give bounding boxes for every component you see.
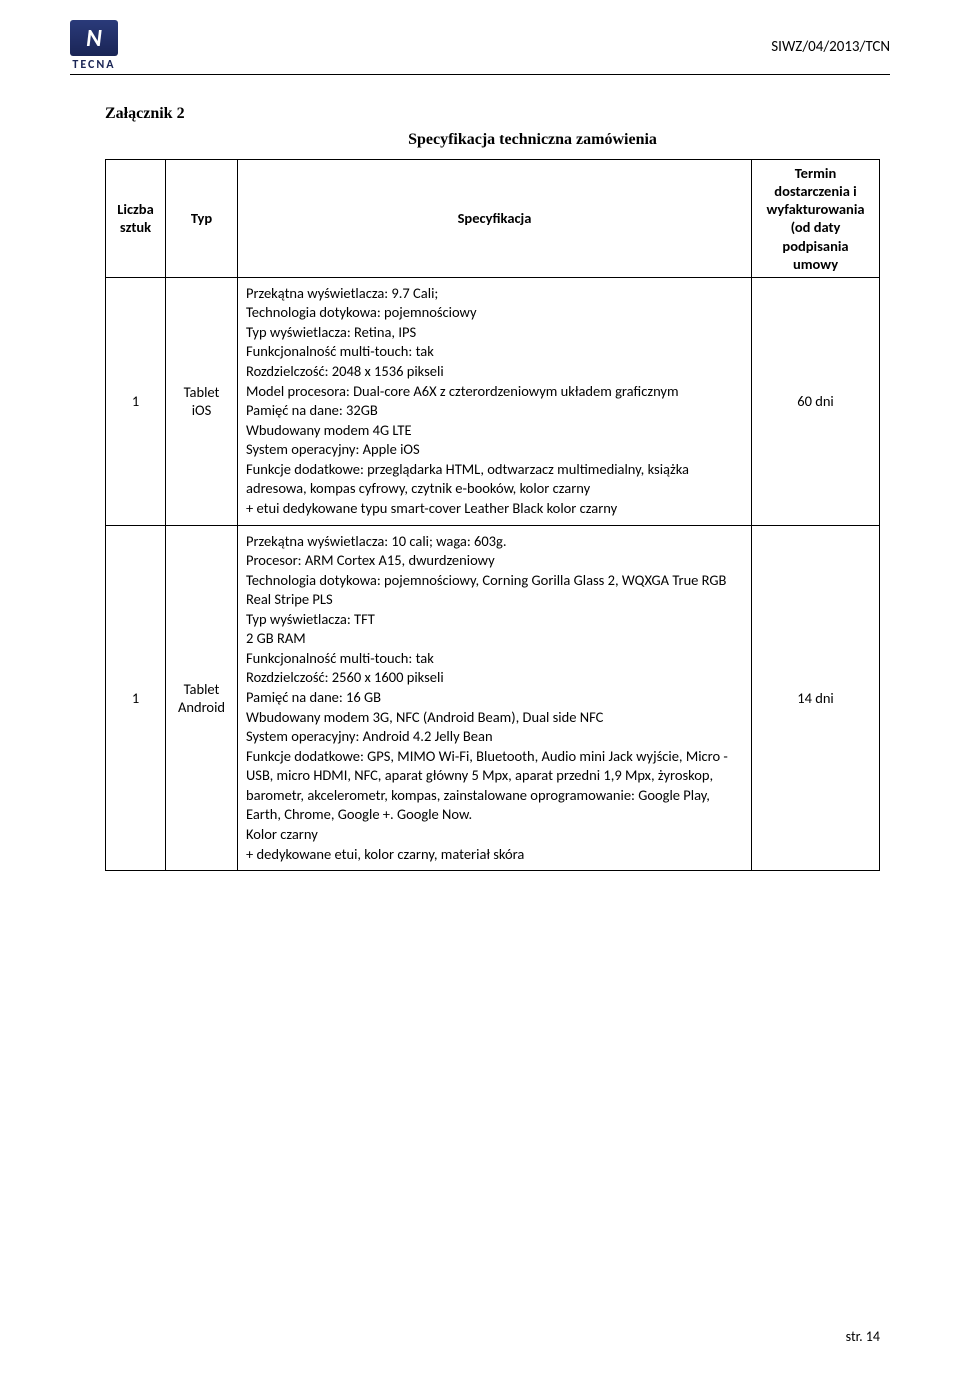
attachment-title: Załącznik 2: [105, 105, 880, 123]
cell-spec: Przekątna wyświetlacza: 9.7 Cali;Technol…: [238, 277, 752, 525]
cell-term: 14 dni: [752, 525, 880, 871]
table-row: 1 TabletiOS Przekątna wyświetlacza: 9.7 …: [106, 277, 880, 525]
table-header-row: Liczbasztuk Typ Specyfikacja Termin dost…: [106, 160, 880, 278]
logo: N TECNA: [70, 20, 118, 72]
cell-qty: 1: [106, 525, 166, 871]
cell-qty: 1: [106, 277, 166, 525]
col-qty: Liczbasztuk: [106, 160, 166, 278]
cell-type: TabletiOS: [166, 277, 238, 525]
page-header: N TECNA SIWZ/04/2013/TCN: [0, 0, 960, 72]
content: Załącznik 2 Specyfikacja techniczna zamó…: [0, 75, 960, 871]
col-term: Termin dostarczenia i wyfakturowania (od…: [752, 160, 880, 278]
logo-text: TECNA: [72, 58, 115, 72]
document-code: SIWZ/04/2013/TCN: [771, 20, 890, 56]
cell-type: TabletAndroid: [166, 525, 238, 871]
logo-icon: N: [70, 20, 118, 56]
page-number: str. 14: [846, 1328, 880, 1345]
spec-table: Liczbasztuk Typ Specyfikacja Termin dost…: [105, 159, 880, 871]
cell-spec: Przekątna wyświetlacza: 10 cali; waga: 6…: [238, 525, 752, 871]
col-type: Typ: [166, 160, 238, 278]
spec-heading: Specyfikacja techniczna zamówienia: [185, 131, 880, 149]
col-spec: Specyfikacja: [238, 160, 752, 278]
cell-term: 60 dni: [752, 277, 880, 525]
table-row: 1 TabletAndroid Przekątna wyświetlacza: …: [106, 525, 880, 871]
